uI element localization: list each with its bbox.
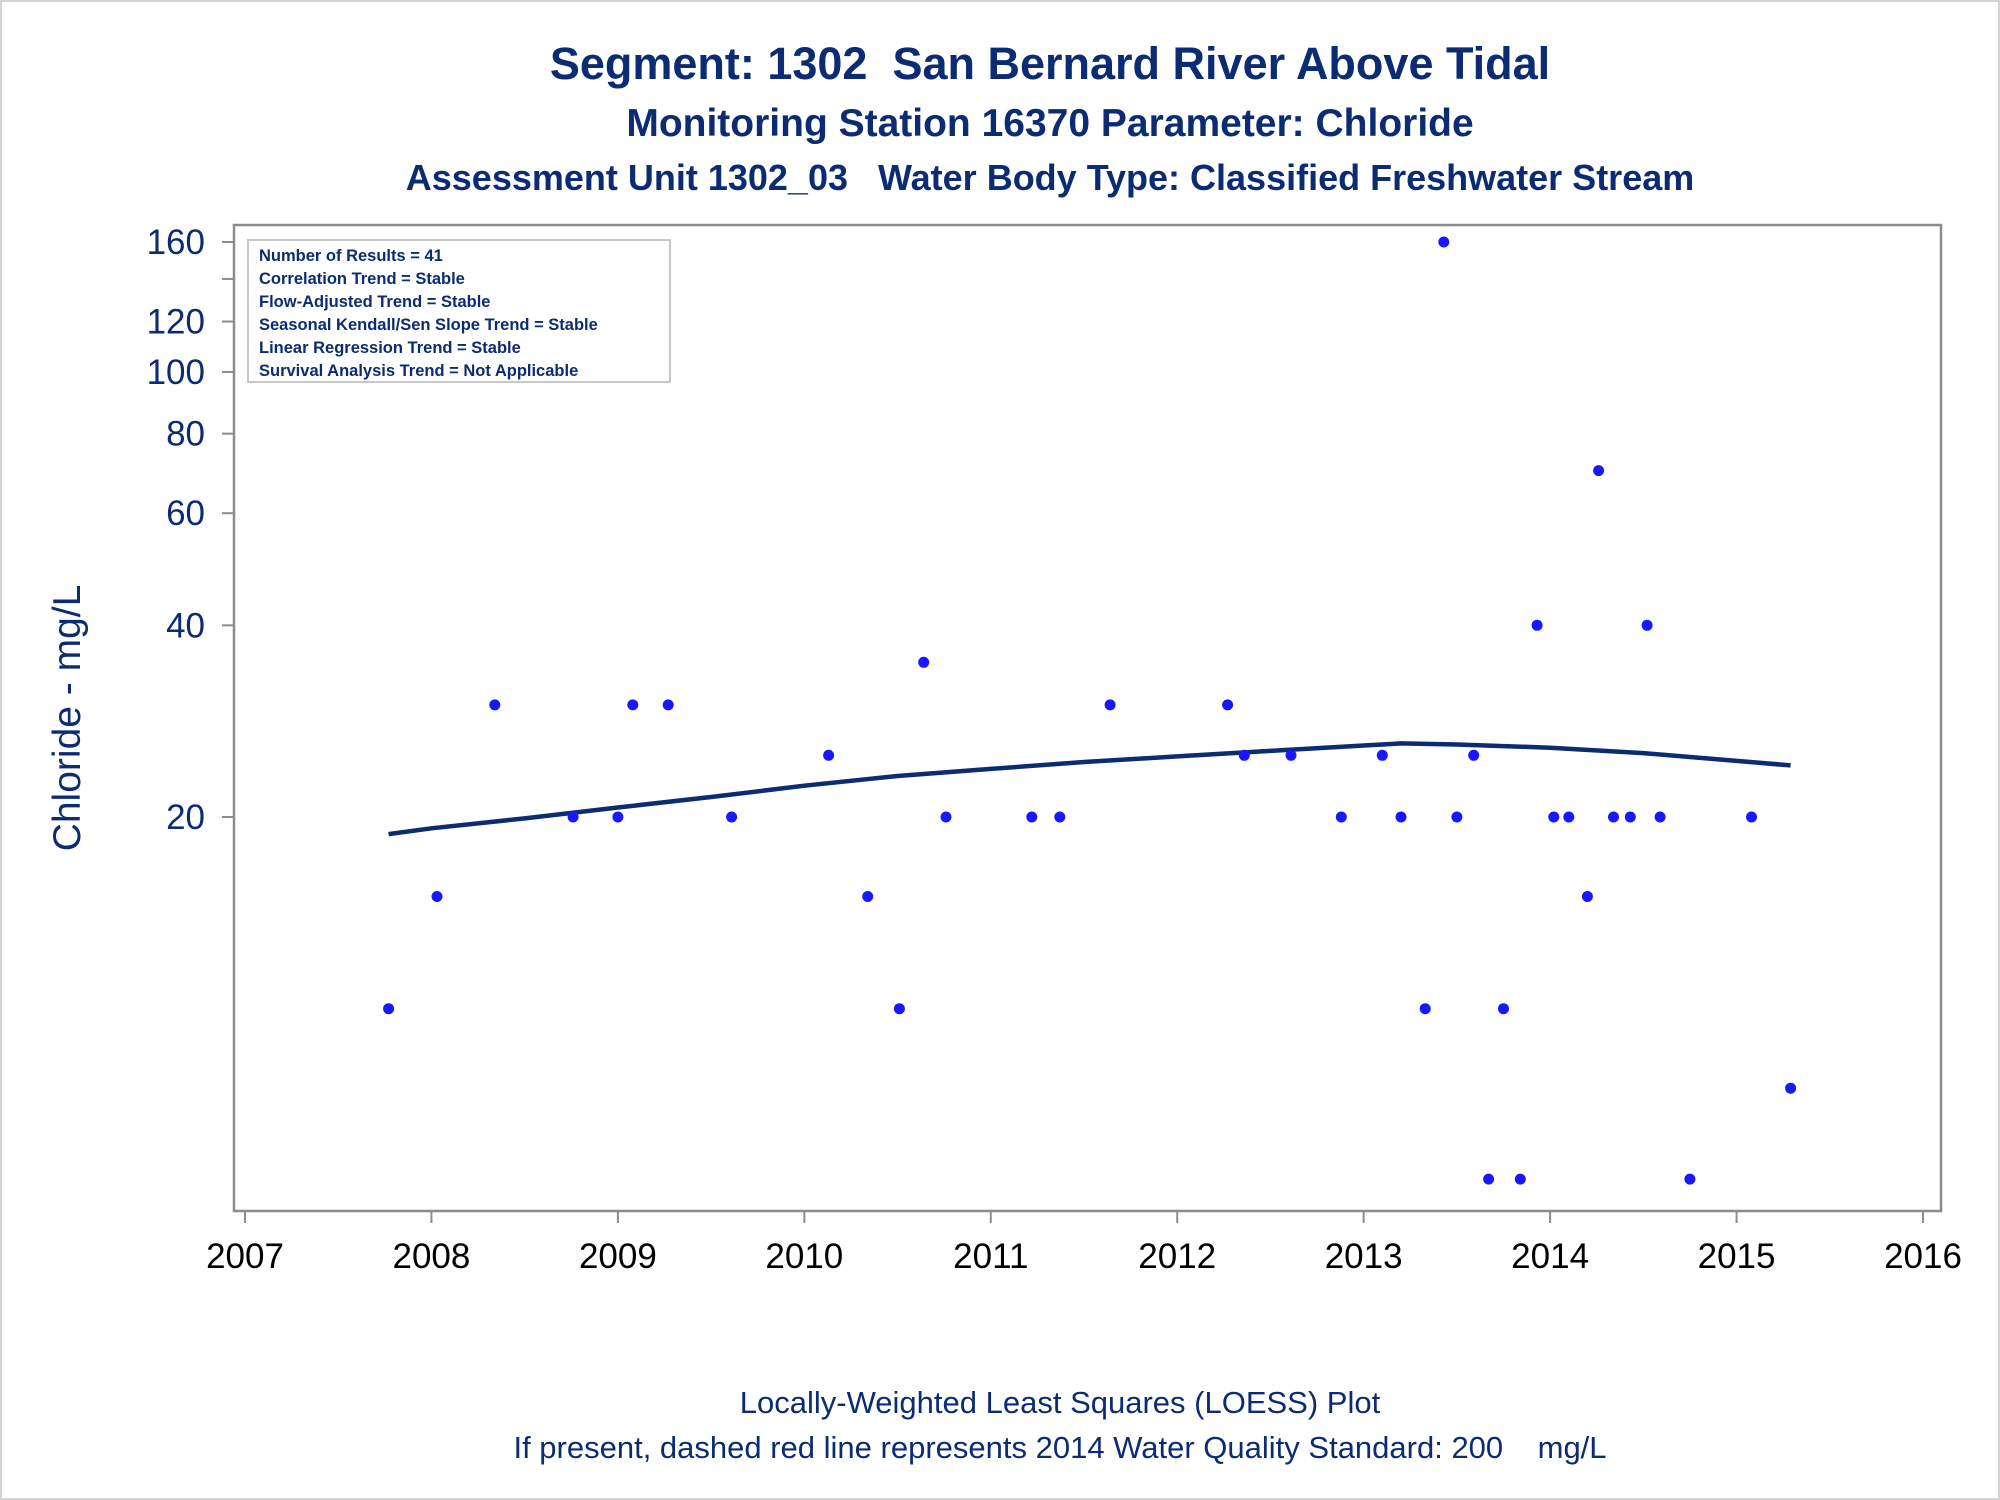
data-point — [1483, 1173, 1495, 1185]
y-tick-label: 160 — [147, 223, 205, 262]
chart-title: Segment: 1302 San Bernard River Above Ti… — [549, 38, 1551, 89]
data-point — [726, 811, 738, 823]
data-point — [627, 699, 639, 711]
footnote-loess: Locally-Weighted Least Squares (LOESS) P… — [739, 1385, 1381, 1420]
data-point — [1581, 891, 1593, 902]
y-axis: 20 40 60 80 100 120 160 — [147, 223, 234, 837]
y-tick-label: 80 — [166, 415, 205, 454]
data-point — [1285, 749, 1297, 761]
data-point — [1054, 811, 1066, 823]
data-point — [662, 699, 674, 711]
stats-box-frame — [247, 239, 671, 383]
x-tick-label: 2013 — [1325, 1237, 1403, 1276]
data-point — [1531, 619, 1543, 631]
stat-number-of-results: Number of Results = 41 — [259, 247, 443, 265]
data-point — [1641, 619, 1653, 631]
data-point — [823, 749, 835, 761]
data-point — [1335, 811, 1347, 823]
stat-seasonal-kendall-trend: Seasonal Kendall/Sen Slope Trend = Stabl… — [259, 316, 598, 334]
y-axis-label: Chloride - mg/L — [46, 585, 89, 852]
data-point — [918, 656, 930, 668]
y-tick-label: 100 — [147, 353, 205, 392]
loess-curve — [388, 741, 1791, 837]
data-point — [1498, 1003, 1509, 1015]
y-tick-label: 120 — [147, 303, 205, 342]
data-points — [383, 236, 1797, 1185]
data-point — [612, 811, 624, 823]
data-point — [1514, 1173, 1526, 1185]
data-point — [1608, 811, 1619, 823]
data-point — [940, 811, 952, 823]
data-point — [1419, 1003, 1431, 1015]
y-tick-label: 40 — [166, 606, 205, 645]
data-point — [1548, 811, 1560, 823]
x-axis: 2007 2008 2009 2010 2011 2012 2013 2014 2015 2016 — [206, 1211, 1962, 1276]
y-tick-label: 60 — [166, 494, 205, 533]
data-point — [1624, 811, 1636, 823]
data-point — [1563, 811, 1575, 823]
chart-subtitle-assessment: Assessment Unit 1302_03 Water Body Type:… — [405, 157, 1695, 198]
stat-linear-regression-trend: Linear Regression Trend = Stable — [259, 339, 521, 357]
plot-frame — [232, 223, 1943, 1213]
data-point — [893, 1003, 905, 1015]
x-tick-label: 2014 — [1511, 1237, 1589, 1276]
data-point — [1451, 811, 1463, 823]
data-point — [431, 891, 443, 902]
footnote-standard: If present, dashed red line represents 2… — [513, 1430, 1607, 1465]
data-point — [1654, 811, 1666, 823]
data-point — [1395, 811, 1407, 823]
x-tick-label: 2012 — [1138, 1237, 1216, 1276]
data-point — [383, 1003, 395, 1015]
stats-legend-box: Number of Results = 41 Correlation Trend… — [247, 239, 671, 383]
x-tick-label: 2009 — [579, 1237, 657, 1276]
data-point — [567, 811, 579, 823]
x-tick-label: 2007 — [206, 1237, 284, 1276]
data-point — [1438, 236, 1450, 248]
stat-flow-adjusted-trend: Flow-Adjusted Trend = Stable — [259, 293, 490, 311]
data-point — [1785, 1082, 1797, 1094]
y-tick-label: 20 — [166, 798, 205, 837]
x-tick-label: 2010 — [765, 1237, 843, 1276]
data-point — [1026, 811, 1038, 823]
stat-survival-analysis-trend: Survival Analysis Trend = Not Applicable — [259, 362, 578, 380]
data-point — [1684, 1173, 1696, 1185]
x-tick-label: 2011 — [953, 1237, 1028, 1276]
x-tick-label: 2016 — [1884, 1237, 1962, 1276]
data-point — [1104, 699, 1116, 711]
data-point — [1593, 465, 1605, 477]
data-point — [489, 699, 501, 711]
x-tick-label: 2015 — [1698, 1237, 1776, 1276]
data-point — [1238, 749, 1250, 761]
data-point — [1222, 699, 1234, 711]
data-point — [1376, 749, 1388, 761]
data-point — [1468, 749, 1480, 761]
stat-correlation-trend: Correlation Trend = Stable — [259, 270, 465, 288]
x-tick-label: 2008 — [393, 1237, 471, 1276]
data-point — [1746, 811, 1757, 823]
chart-subtitle-station: Monitoring Station 16370 Parameter: Chlo… — [626, 102, 1474, 145]
data-point — [862, 891, 874, 902]
